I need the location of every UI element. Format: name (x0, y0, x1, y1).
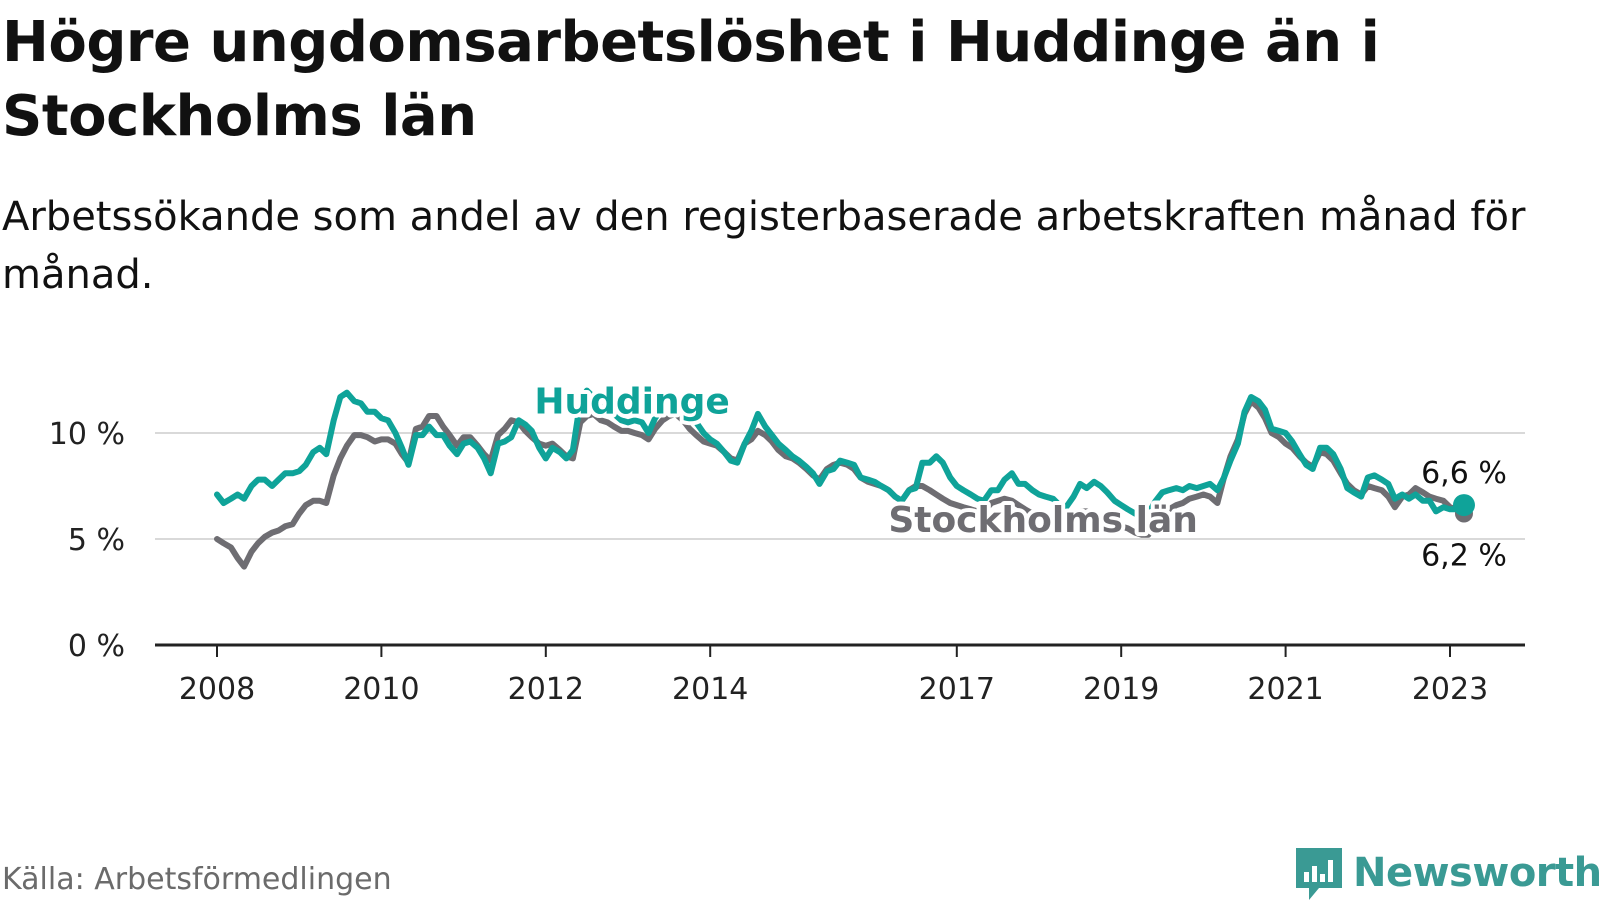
stockholm-line (214, 398, 1467, 570)
y-axis-ticks: 0 % 5 % 10 % (49, 417, 125, 664)
stockholm-series-label: Stockholms län (888, 500, 1198, 541)
chart-subtitle: Arbetssökande som andel av den registerb… (2, 194, 1526, 298)
x-tick-label: 2023 (1412, 672, 1488, 707)
huddinge-end-dot (1452, 494, 1475, 517)
x-tick-label: 2012 (508, 672, 584, 707)
newsworthy-logo-icon (1296, 848, 1342, 900)
y-tick-label: 0 % (68, 629, 125, 664)
x-tick-label: 2017 (919, 672, 995, 707)
y-tick-label: 10 % (49, 417, 125, 452)
series-lines (214, 387, 1475, 570)
huddinge-line (214, 387, 1467, 519)
x-tick-label: 2019 (1083, 672, 1159, 707)
x-tick-label: 2021 (1247, 672, 1323, 707)
x-axis: 2008 2010 2012 2014 2017 2019 2021 2023 (155, 643, 1525, 707)
chart-title: Högre ungdomsarbetslöshet i Huddinge än … (2, 10, 1380, 149)
huddinge-series-label: Huddinge (534, 382, 729, 423)
brand-logo: Newsworthy (1293, 844, 1600, 902)
x-tick-label: 2008 (179, 672, 255, 707)
brand-name: Newsworthy (1353, 850, 1600, 896)
source-note: Källa: Arbetsförmedlingen (2, 862, 392, 897)
x-tick-label: 2010 (343, 672, 419, 707)
series-labels: Huddinge Stockholms län 6,6 % 6,2 % (530, 378, 1507, 574)
grid-lines (155, 432, 1525, 540)
y-tick-label: 5 % (68, 523, 125, 558)
huddinge-end-label: 6,6 % (1421, 456, 1507, 491)
x-tick-label: 2014 (672, 672, 748, 707)
stockholm-end-label: 6,2 % (1421, 539, 1507, 574)
